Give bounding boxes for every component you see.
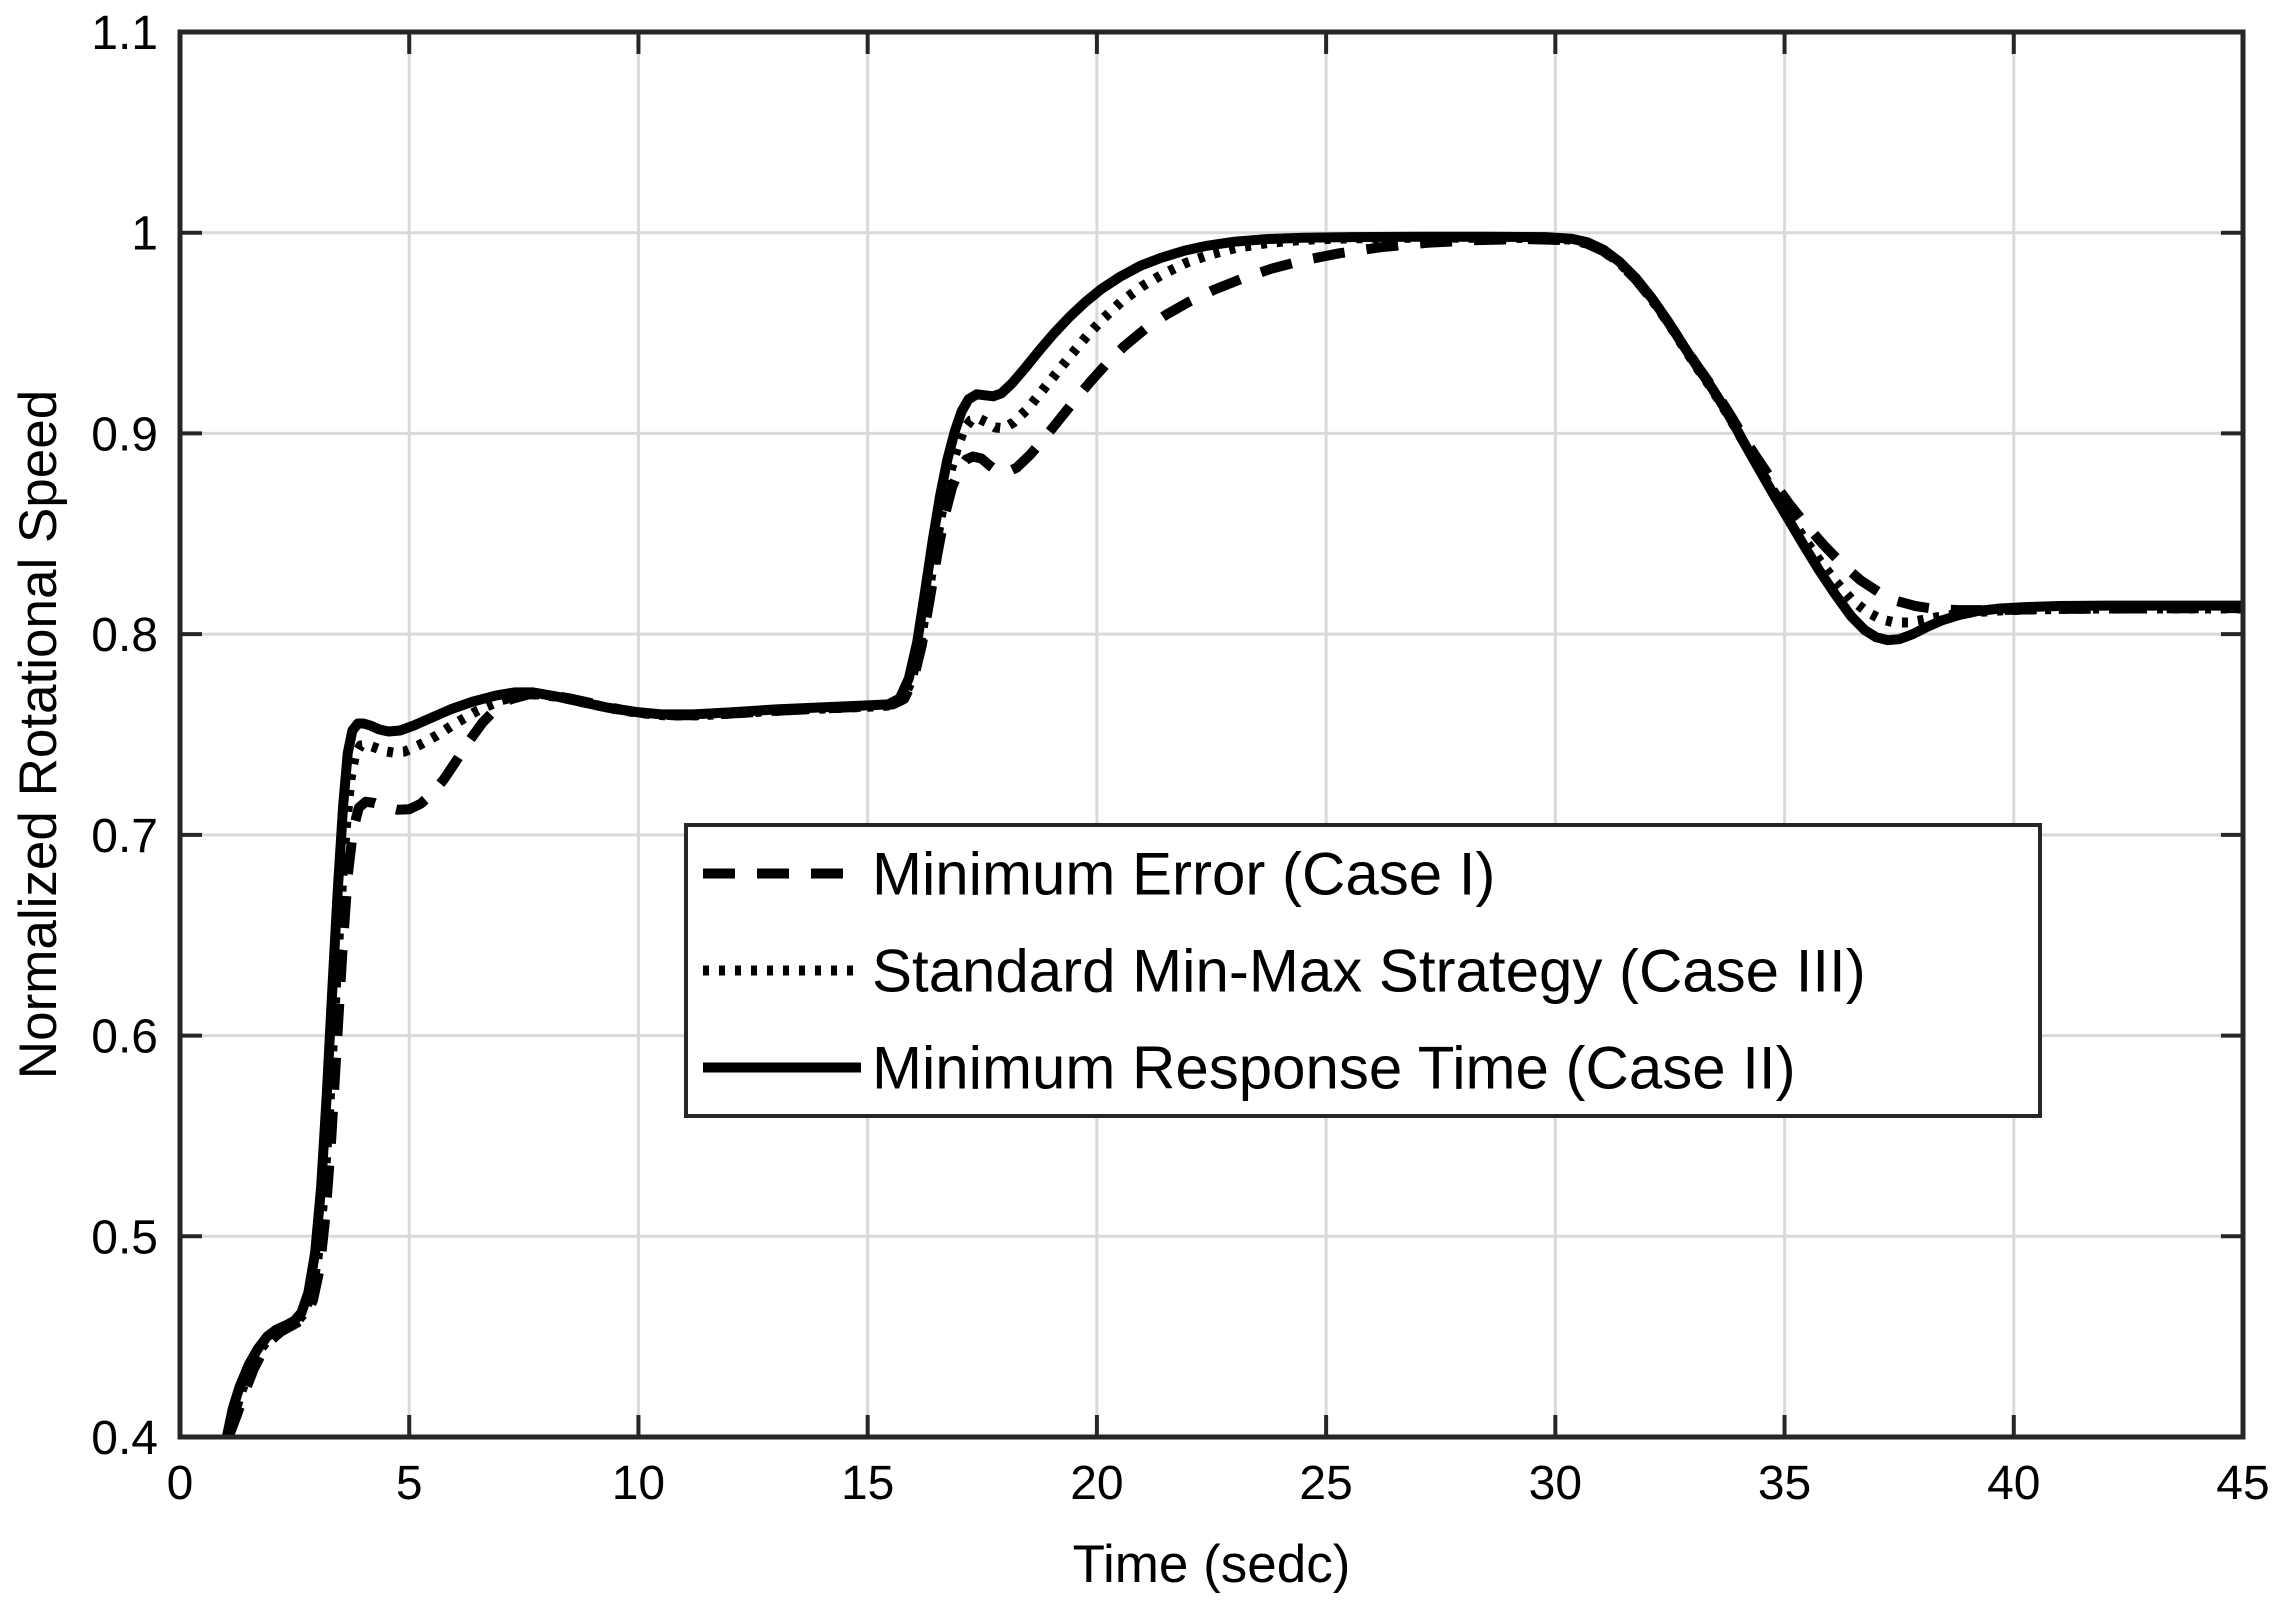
y-tick-label: 0.7 (91, 810, 158, 863)
y-tick-label: 0.9 (91, 408, 158, 461)
y-tick-label: 0.6 (91, 1011, 158, 1064)
x-tick-label: 30 (1529, 1457, 1582, 1510)
x-tick-label: 5 (396, 1457, 423, 1510)
y-tick-label: 1 (131, 208, 158, 261)
tick-labels: 0 5 10 15 20 25 30 35 40 45 0.4 0.5 0.6 0.7 0.8 0.9 1 1.1 (91, 7, 2269, 1510)
x-tick-label: 25 (1299, 1457, 1352, 1510)
x-tick-label: 35 (1758, 1457, 1811, 1510)
legend-label: Minimum Response Time (Case II) (872, 1035, 1796, 1102)
series-minimum-response-time (221, 231, 2243, 1439)
x-tick-label: 40 (1987, 1457, 2040, 1510)
x-tick-label: 45 (2216, 1457, 2269, 1510)
series-curves (221, 231, 2244, 1439)
x-tick-label: 0 (167, 1457, 194, 1510)
y-tick-label: 0.5 (91, 1211, 158, 1264)
axes-box (177, 29, 2246, 1440)
legend-label: Standard Min-Max Strategy (Case III) (872, 938, 1866, 1005)
legend-entry-minimum-error: Minimum Error (Case I) (703, 841, 1495, 908)
plot-background (180, 32, 2243, 1437)
y-tick-label: 0.4 (91, 1412, 158, 1465)
x-tick-label: 10 (612, 1457, 665, 1510)
legend-entry-standard-min-max: Standard Min-Max Strategy (Case III) (703, 938, 1866, 1005)
tick-marks (178, 30, 2245, 1439)
legend-box (684, 823, 2042, 1118)
x-tick-label: 20 (1070, 1457, 1123, 1510)
y-tick-label: 0.8 (91, 609, 158, 662)
x-axis-label: Time (sedc) (1073, 1535, 1351, 1594)
legend: Minimum Error (Case I) Standard Min-Max S… (684, 823, 2042, 1118)
legend-label: Minimum Error (Case I) (872, 841, 1495, 908)
y-tick-label: 1.1 (91, 7, 158, 60)
y-axis-label: Normalized Rotational Speed (9, 390, 68, 1079)
x-tick-label: 15 (841, 1457, 894, 1510)
legend-entry-minimum-response-time: Minimum Response Time (Case II) (703, 1035, 1796, 1102)
